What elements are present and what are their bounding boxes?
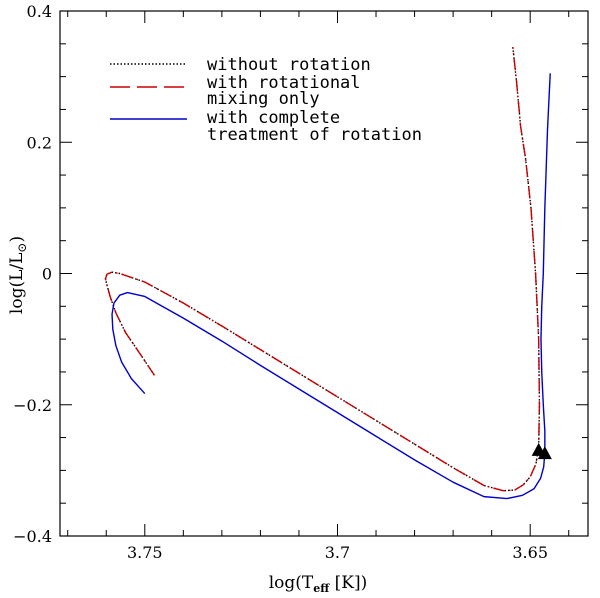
- y-axis-label: log(L/L⊙): [7, 236, 29, 314]
- axis-ticks: [60, 10, 588, 537]
- x-tick-label: 3.7: [325, 543, 350, 562]
- legend-label-rotational-mixing-2: mixing only: [207, 89, 320, 109]
- y-tick-label: −0.2: [13, 396, 52, 415]
- y-tick-label: 0: [42, 265, 52, 284]
- marker-layer: [531, 442, 552, 460]
- y-tick-label: 0.4: [27, 2, 52, 21]
- legend-label-rotational-mixing-1: with rotational: [207, 73, 361, 93]
- legend: without rotation with rotational mixing …: [110, 55, 422, 145]
- series-layer: [104, 47, 551, 500]
- legend-label-without-rotation: without rotation: [207, 55, 371, 75]
- axis-tick-labels: −0.4 −0.2 0 0.2 0.4 3.75 3.7 3.65: [13, 2, 548, 562]
- series-line-complete_rotation: [111, 73, 551, 500]
- triangle-marker-2: [537, 446, 552, 460]
- y-tick-label: −0.4: [13, 527, 52, 546]
- legend-label-complete-rotation-1: with complete: [207, 108, 340, 128]
- x-axis-label: log(Teff [K]): [269, 573, 368, 595]
- x-tick-label: 3.75: [127, 543, 163, 562]
- series-line-without_rotation: [104, 47, 541, 492]
- x-tick-label: 3.65: [512, 543, 548, 562]
- y-tick-label: 0.2: [27, 133, 52, 152]
- legend-label-complete-rotation-2: treatment of rotation: [207, 125, 422, 145]
